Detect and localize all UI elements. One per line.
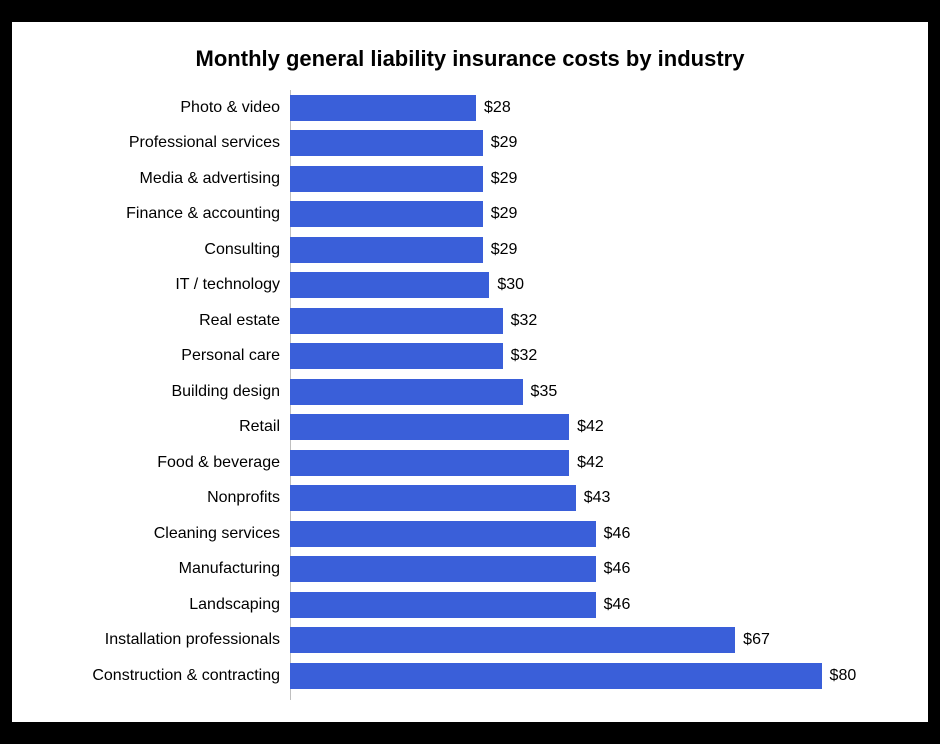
bar-row: Consulting $29 bbox=[52, 232, 888, 268]
value-label: $46 bbox=[604, 596, 631, 614]
bar bbox=[290, 379, 523, 405]
value-label: $29 bbox=[491, 170, 518, 188]
bar-row: Nonprofits $43 bbox=[52, 481, 888, 517]
bar-track: $30 bbox=[290, 268, 888, 304]
bar bbox=[290, 272, 489, 298]
category-label: Cleaning services bbox=[52, 525, 290, 543]
category-label: Installation professionals bbox=[52, 631, 290, 649]
category-label: IT / technology bbox=[52, 276, 290, 294]
value-label: $32 bbox=[511, 347, 538, 365]
bar-row: Food & beverage $42 bbox=[52, 445, 888, 481]
bar-row: Photo & video $28 bbox=[52, 90, 888, 126]
bar bbox=[290, 627, 735, 653]
value-label: $46 bbox=[604, 560, 631, 578]
category-label: Consulting bbox=[52, 241, 290, 259]
bar-row: Personal care $32 bbox=[52, 339, 888, 375]
bar-row: Cleaning services $46 bbox=[52, 516, 888, 552]
value-label: $80 bbox=[830, 667, 857, 685]
category-label: Photo & video bbox=[52, 99, 290, 117]
category-label: Personal care bbox=[52, 347, 290, 365]
category-label: Landscaping bbox=[52, 596, 290, 614]
bar bbox=[290, 343, 503, 369]
bar bbox=[290, 414, 569, 440]
bar-track: $28 bbox=[290, 90, 888, 126]
bar-track: $43 bbox=[290, 481, 888, 517]
category-label: Real estate bbox=[52, 312, 290, 330]
bar bbox=[290, 166, 483, 192]
value-label: $32 bbox=[511, 312, 538, 330]
value-label: $29 bbox=[491, 241, 518, 259]
bar-row: Retail $42 bbox=[52, 410, 888, 446]
category-label: Building design bbox=[52, 383, 290, 401]
bar-track: $29 bbox=[290, 232, 888, 268]
bar bbox=[290, 556, 596, 582]
bar bbox=[290, 521, 596, 547]
bar-track: $67 bbox=[290, 623, 888, 659]
bar-track: $35 bbox=[290, 374, 888, 410]
bar-row: Landscaping $46 bbox=[52, 587, 888, 623]
category-label: Retail bbox=[52, 418, 290, 436]
chart-frame: Monthly general liability insurance cost… bbox=[12, 22, 928, 722]
category-label: Media & advertising bbox=[52, 170, 290, 188]
bar bbox=[290, 308, 503, 334]
value-label: $42 bbox=[577, 454, 604, 472]
chart-plot-area: Photo & video $28 Professional services $29… bbox=[52, 90, 888, 700]
bar-track: $42 bbox=[290, 445, 888, 481]
bar-row: Professional services $29 bbox=[52, 126, 888, 162]
bar-row: Media & advertising $29 bbox=[52, 161, 888, 197]
bar bbox=[290, 485, 576, 511]
bar-track: $29 bbox=[290, 197, 888, 233]
bar bbox=[290, 663, 822, 689]
value-label: $29 bbox=[491, 205, 518, 223]
value-label: $28 bbox=[484, 99, 511, 117]
bar-track: $46 bbox=[290, 552, 888, 588]
bar bbox=[290, 237, 483, 263]
bar-track: $29 bbox=[290, 126, 888, 162]
bar-row: Manufacturing $46 bbox=[52, 552, 888, 588]
bar bbox=[290, 95, 476, 121]
bar-row: Construction & contracting $80 bbox=[52, 658, 888, 694]
category-label: Food & beverage bbox=[52, 454, 290, 472]
value-label: $67 bbox=[743, 631, 770, 649]
bar-row: Real estate $32 bbox=[52, 303, 888, 339]
bar-row: Installation professionals $67 bbox=[52, 623, 888, 659]
bar-track: $42 bbox=[290, 410, 888, 446]
category-label: Construction & contracting bbox=[52, 667, 290, 685]
bar bbox=[290, 450, 569, 476]
bar-track: $32 bbox=[290, 339, 888, 375]
bar bbox=[290, 130, 483, 156]
bar bbox=[290, 592, 596, 618]
bar-track: $46 bbox=[290, 516, 888, 552]
value-label: $43 bbox=[584, 489, 611, 507]
bar-row: Building design $35 bbox=[52, 374, 888, 410]
chart-title: Monthly general liability insurance cost… bbox=[52, 46, 888, 72]
category-label: Professional services bbox=[52, 134, 290, 152]
bar-track: $29 bbox=[290, 161, 888, 197]
bar-row: Finance & accounting $29 bbox=[52, 197, 888, 233]
value-label: $29 bbox=[491, 134, 518, 152]
value-label: $35 bbox=[531, 383, 558, 401]
bar bbox=[290, 201, 483, 227]
bar-track: $32 bbox=[290, 303, 888, 339]
category-label: Manufacturing bbox=[52, 560, 290, 578]
value-label: $30 bbox=[497, 276, 524, 294]
bar-track: $80 bbox=[290, 658, 888, 694]
category-label: Finance & accounting bbox=[52, 205, 290, 223]
bar-row: IT / technology $30 bbox=[52, 268, 888, 304]
bar-track: $46 bbox=[290, 587, 888, 623]
category-label: Nonprofits bbox=[52, 489, 290, 507]
value-label: $42 bbox=[577, 418, 604, 436]
value-label: $46 bbox=[604, 525, 631, 543]
